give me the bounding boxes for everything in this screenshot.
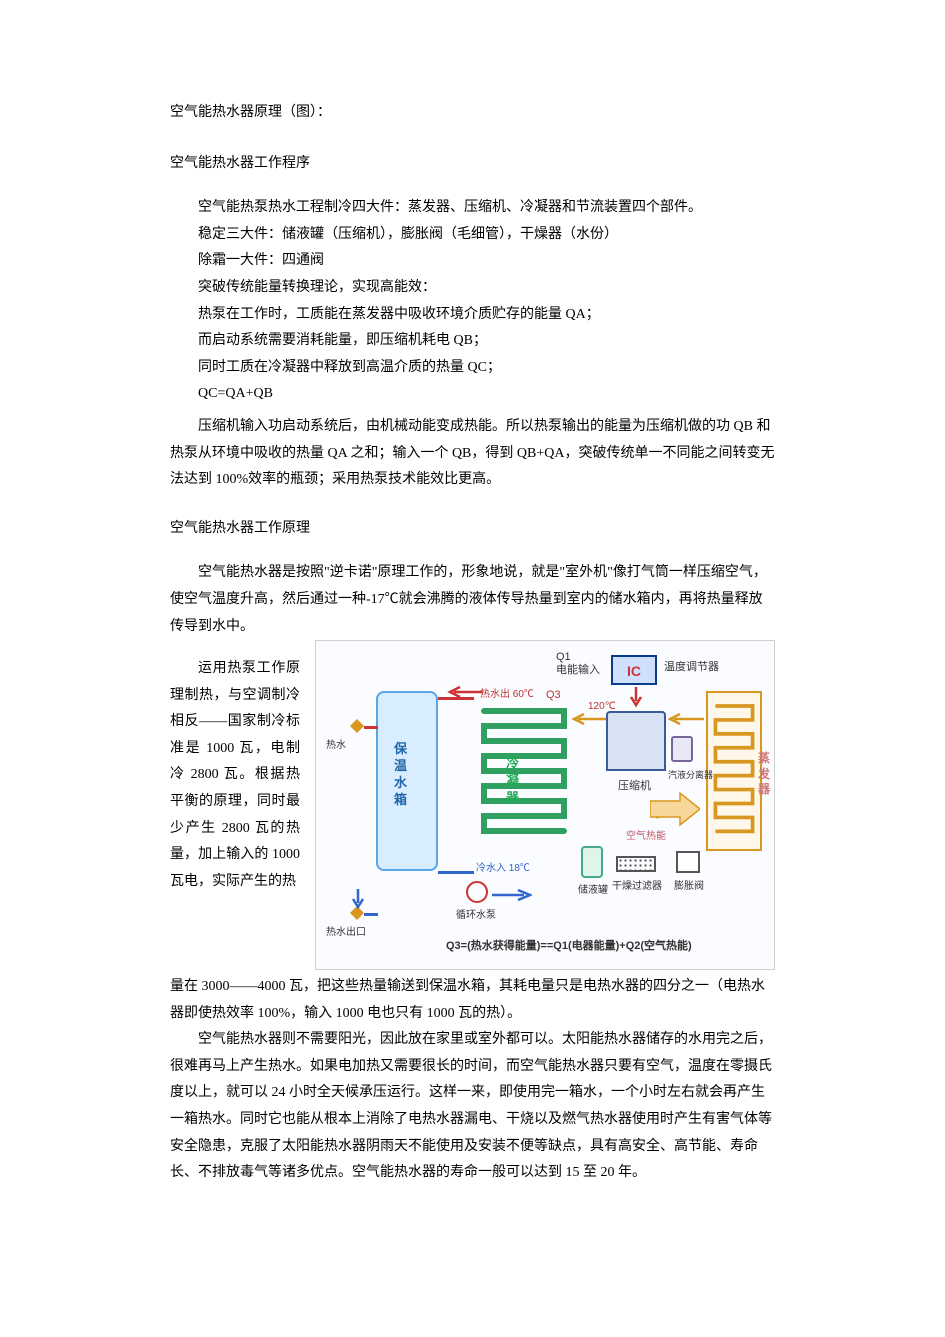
s1-p1: 压缩机输入功启动系统后，由机械动能变成热能。所以热泵输出的能量为压缩机做的功 Q… [170, 414, 775, 494]
s1-l4: 突破传统能量转换理论，实现高能效： [198, 275, 775, 302]
section1-title: 空气能热水器工作程序 [170, 151, 775, 178]
s1-l3: 除霜一大件：四通阀 [198, 248, 775, 275]
air-heat-label: 空气热能 [626, 827, 666, 846]
cold18-label: 冷水入 18℃ [476, 859, 530, 878]
expvalve-label: 膨胀阀 [674, 877, 704, 896]
q2-big-arrow-icon [650, 791, 700, 827]
exit-arrow-icon [352, 889, 364, 909]
pipe [438, 697, 474, 700]
s1-l2: 稳定三大件：储液罐（压缩机），膨胀阀（毛细管），干燥器（水份） [198, 222, 775, 249]
evaporator-label: 蒸发器 [758, 751, 772, 798]
pipe [364, 726, 378, 729]
dry-filter [616, 856, 656, 872]
compressor-label: 压缩机 [618, 776, 651, 797]
s2-p1-a: 空气能热水器是按照"逆卡诺"原理工作的，形象地说，就是"室外机"像打气筒一样压缩… [170, 560, 775, 640]
s1-l8: QC=QA+QB [198, 381, 775, 408]
section1-body: 空气能热泵热水工程制冷四大件：蒸发器、压缩机、冷凝器和节流装置四个部件。 稳定三… [170, 195, 775, 408]
heat-pump-diagram: 保温水箱 冷凝器 压缩机 IC 温度调节器 Q1电能输入 蒸发器 汽液分离器 储… [315, 640, 775, 970]
separator-label: 汽液分离器 [668, 767, 713, 784]
expansion-valve [676, 851, 700, 873]
tank-label: 保温水箱 [394, 741, 414, 809]
orange-flow-arrow-icon [668, 713, 704, 725]
orange-flow-arrow-icon [572, 713, 606, 725]
q3-label: Q3 [546, 685, 561, 706]
cold-flow-arrow-icon [492, 889, 532, 901]
pump-label: 循环水泵 [456, 906, 496, 925]
temp-regulator-label: 温度调节器 [664, 657, 719, 678]
q3-formula: Q3=(热水获得能量)==Q1(电器能量)+Q2(空气热能) [446, 936, 692, 957]
valve-icon [350, 719, 364, 733]
q1-arrow-icon [629, 687, 643, 709]
s2-wrap: 运用热泵工作原理制热，与空调制冷相反——国家制冷标准是 1000 瓦，电制冷 2… [170, 656, 300, 895]
s1-l6: 而启动系统需要消耗能量，即压缩机耗电 QB； [198, 328, 775, 355]
evaporator [706, 691, 762, 851]
compressor [606, 711, 666, 771]
condenser-label: 冷凝器 [506, 756, 526, 807]
ic-controller: IC [611, 655, 657, 685]
pipe [364, 913, 378, 916]
pipe [438, 871, 474, 874]
s1-l1: 空气能热泵热水工程制冷四大件：蒸发器、压缩机、冷凝器和节流装置四个部件。 [198, 195, 775, 222]
doc-title: 空气能热水器原理（图）： [170, 100, 775, 127]
vapor-liquid-separator [671, 736, 693, 762]
hot60-label: 热水出 60℃ [480, 685, 534, 704]
reservoir-label: 储液罐 [578, 881, 608, 900]
s1-l7: 同时工质在冷凝器中释放到高温介质的热量 QC； [198, 355, 775, 382]
q1-label: Q1电能输入 [556, 651, 600, 677]
liquid-reservoir [581, 846, 603, 878]
wrap-text-column: 运用热泵工作原理制热，与空调制冷相反——国家制冷标准是 1000 瓦，电制冷 2… [170, 640, 300, 895]
hot-water-label: 热水 [326, 736, 346, 755]
filter-label: 干燥过滤器 [612, 877, 662, 896]
hot-water-exit-label: 热水出口 [326, 923, 366, 942]
s1-l5: 热泵在工作时，工质能在蒸发器中吸收环境介质贮存的能量 QA； [198, 302, 775, 329]
section2-title: 空气能热水器工作原理 [170, 516, 775, 543]
diagram-wrap-section: 保温水箱 冷凝器 压缩机 IC 温度调节器 Q1电能输入 蒸发器 汽液分离器 储… [170, 640, 775, 974]
circulation-pump [466, 881, 488, 903]
s2-p3: 空气能热水器则不需要阳光，因此放在家里或室外都可以。太阳能热水器储存的水用完之后… [170, 1027, 775, 1187]
s2-p2after: 量在 3000——4000 瓦，把这些热量输送到保温水箱，其耗电量只是电热水器的… [170, 974, 775, 1027]
